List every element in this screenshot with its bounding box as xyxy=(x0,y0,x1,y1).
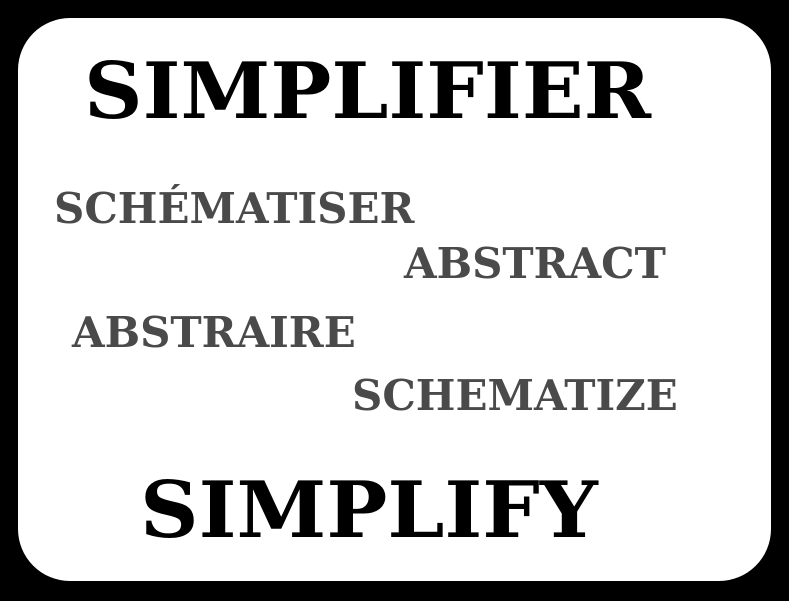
synonym-schematiser: SCHÉMATISER xyxy=(54,184,415,233)
synonym-abstract: ABSTRACT xyxy=(404,239,666,288)
word-card xyxy=(18,18,771,581)
synonym-schematize: SCHEMATIZE xyxy=(352,371,678,420)
heading-simplifier: SIMPLIFIER xyxy=(84,46,652,137)
heading-simplify: SIMPLIFY xyxy=(140,465,598,556)
synonym-abstraire: ABSTRAIRE xyxy=(72,308,356,357)
